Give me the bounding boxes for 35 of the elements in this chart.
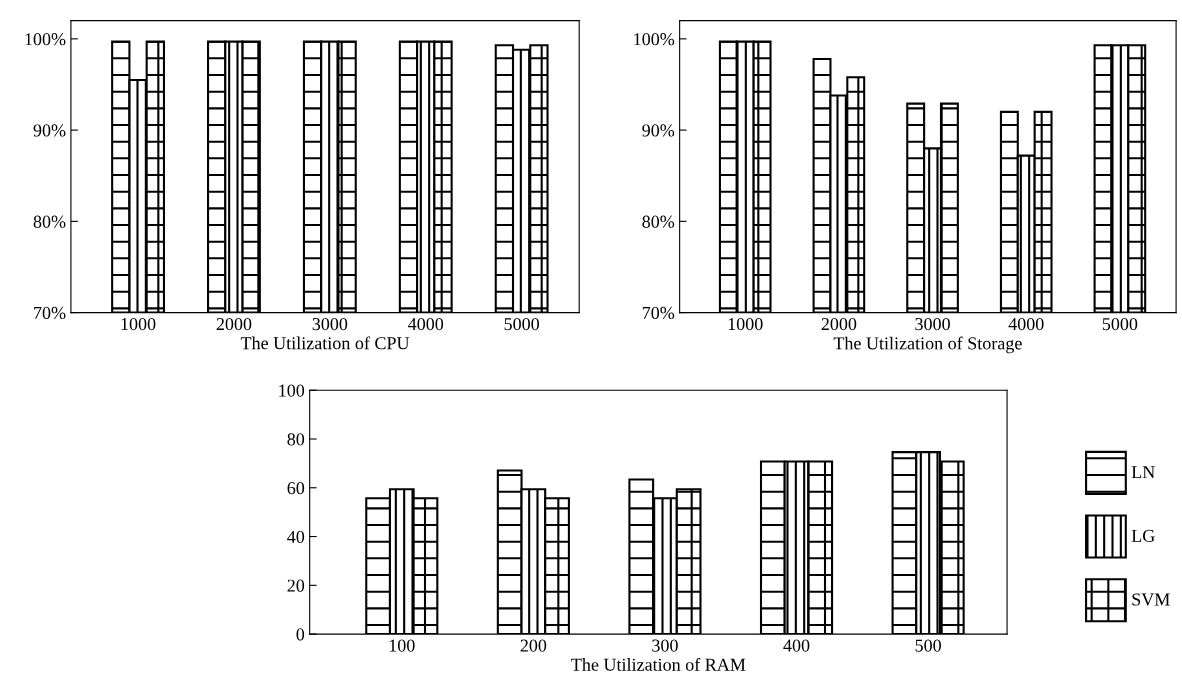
y-tick-label: 40 bbox=[287, 530, 305, 543]
y-tick-label: 0 bbox=[296, 628, 305, 641]
x-tick-label: 5000 bbox=[504, 317, 540, 331]
x-tick-label: 400 bbox=[783, 639, 810, 652]
y-tick-label: 100% bbox=[634, 33, 675, 46]
x-tick-label: 100 bbox=[389, 639, 415, 652]
y-tick-label: 80% bbox=[642, 215, 675, 228]
legend-label: SVM bbox=[1132, 593, 1170, 606]
y-tick-label: 100% bbox=[25, 33, 66, 46]
x-tick-label: 3000 bbox=[915, 317, 950, 331]
x-axis-title: The Utilization of Storage bbox=[833, 336, 1022, 354]
y-tick-label: 100 bbox=[279, 384, 305, 397]
x-tick-label: 1000 bbox=[121, 317, 156, 331]
x-axis-title: The Utilization of RAM bbox=[571, 657, 746, 671]
x-tick-label: 5000 bbox=[1102, 317, 1138, 331]
legend-label: LG bbox=[1131, 529, 1155, 542]
y-tick-label: 90% bbox=[642, 124, 675, 137]
legend-label: LN bbox=[1131, 466, 1155, 479]
x-tick-label: 2000 bbox=[821, 317, 857, 331]
y-tick-label: 70% bbox=[34, 306, 66, 320]
x-tick-label: 300 bbox=[652, 639, 678, 652]
x-tick-label: 4000 bbox=[408, 317, 444, 331]
y-tick-label: 60 bbox=[287, 482, 305, 495]
y-tick-label: 70% bbox=[642, 306, 675, 320]
y-tick-label: 20 bbox=[287, 579, 305, 592]
x-tick-label: 2000 bbox=[216, 317, 252, 331]
x-tick-label: 500 bbox=[915, 639, 941, 652]
y-tick-label: 80% bbox=[33, 215, 66, 228]
y-tick-label: 80 bbox=[287, 433, 305, 446]
y-tick-label: 90% bbox=[33, 124, 66, 137]
x-tick-label: 1000 bbox=[728, 317, 763, 331]
x-tick-label: 4000 bbox=[1008, 317, 1044, 331]
x-axis-title: The Utilization of CPU bbox=[240, 336, 410, 350]
x-tick-label: 200 bbox=[520, 639, 547, 652]
x-tick-label: 3000 bbox=[312, 317, 348, 331]
